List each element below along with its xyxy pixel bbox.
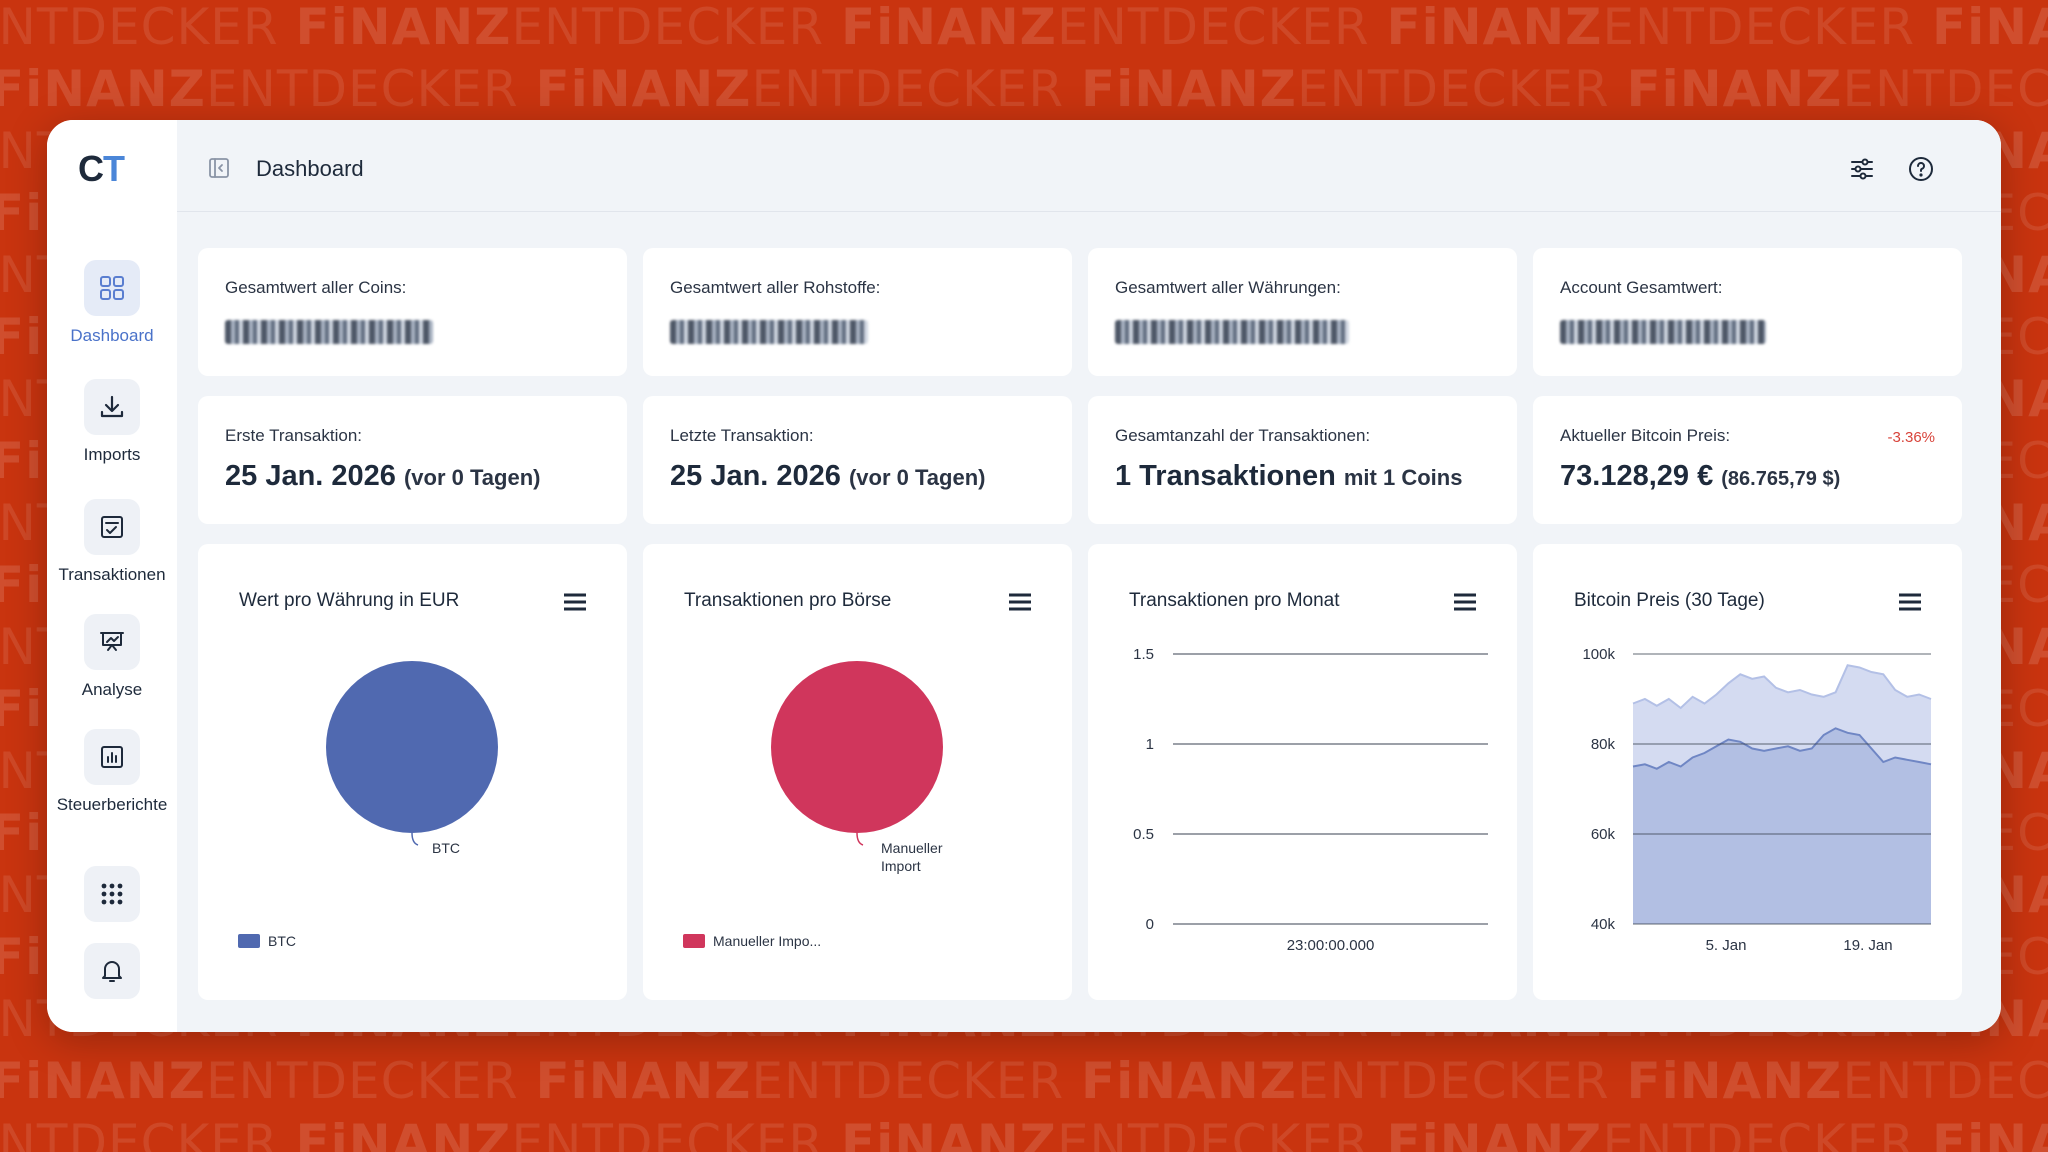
- chart-title: Wert pro Währung in EUR: [239, 590, 460, 611]
- stat-value: 25 Jan. 2026 (vor 0 Tagen): [670, 460, 986, 492]
- pie-data-label: Import: [881, 858, 921, 874]
- watermark-row: FiNANZENTDECKER FiNANZENTDECKER FiNANZEN…: [0, 0, 2048, 56]
- blurred-value: [1560, 320, 1766, 344]
- stat-card-first-transaction: Erste Transaktion: 25 Jan. 2026 (vor 0 T…: [198, 396, 627, 524]
- stat-card-last-transaction: Letzte Transaktion: 25 Jan. 2026 (vor 0 …: [643, 396, 1072, 524]
- hamburger-menu-icon[interactable]: [1898, 592, 1922, 612]
- chart-title: Transaktionen pro Börse: [684, 590, 892, 611]
- sidebar-item-steuerberichte[interactable]: Steuerberichte: [47, 729, 177, 815]
- legend-swatch: [683, 934, 705, 948]
- series-line: [1632, 664, 1932, 710]
- pie-chart: Manueller Import: [771, 661, 943, 874]
- chart-card-currency-value: Wert pro Währung in EUR BTC BTC: [198, 544, 627, 1000]
- main-content: Dashboard Gesamtwert aller Coins: Gesamt…: [177, 120, 2001, 1032]
- stat-card-waehrungen: Gesamtwert aller Währungen:: [1088, 248, 1517, 376]
- y-tick-label: 80k: [1591, 736, 1616, 753]
- sidebar-item-analyse[interactable]: Analyse: [47, 614, 177, 700]
- chart-card-transactions-per-month: Transaktionen pro Monat 1.5 1 0.5 0 23:00:00…: [1088, 544, 1517, 1000]
- chart-card-transactions-per-exchange: Transaktionen pro Börse Manueller Import …: [643, 544, 1072, 1000]
- price-change-badge: -3.36%: [1887, 429, 1935, 446]
- sidebar-item-transaktionen[interactable]: Transaktionen: [47, 499, 177, 585]
- x-tick-label: 5. Jan: [1706, 937, 1747, 954]
- hamburger-menu-icon[interactable]: [1008, 592, 1032, 612]
- watermark-row: FiNANZENTDECKER FiNANZENTDECKER FiNANZEN…: [0, 1052, 2048, 1110]
- sidebar-item-label: Transaktionen: [58, 565, 166, 584]
- stat-label: Letzte Transaktion:: [670, 426, 814, 445]
- grid-icon: [84, 260, 140, 316]
- page-title: Dashboard: [256, 156, 364, 181]
- pie-data-label: BTC: [432, 840, 460, 856]
- chart-title: Bitcoin Preis (30 Tage): [1574, 590, 1765, 611]
- x-tick-label: 19. Jan: [1843, 937, 1892, 954]
- y-tick-label: 1.5: [1133, 646, 1154, 663]
- chart-title: Transaktionen pro Monat: [1129, 590, 1340, 611]
- y-tick-label: 100k: [1582, 646, 1615, 663]
- area-series[interactable]: [1633, 728, 1931, 924]
- blurred-value: [670, 320, 868, 344]
- stat-card-coins: Gesamtwert aller Coins:: [198, 248, 627, 376]
- sidebar-item-notifications[interactable]: [47, 943, 177, 999]
- apps-icon: [84, 866, 140, 922]
- blurred-value: [1115, 320, 1349, 344]
- blurred-value: [225, 320, 433, 344]
- sidebar-item-dashboard[interactable]: Dashboard: [47, 260, 177, 346]
- line-chart: 1.5 1 0.5 0 23:00:00.000: [1133, 646, 1488, 954]
- sidebar-item-imports[interactable]: Imports: [47, 379, 177, 465]
- legend-item[interactable]: BTC: [238, 933, 296, 949]
- pie-slice[interactable]: [771, 661, 943, 833]
- download-icon: [84, 379, 140, 435]
- sidebar: CT Dashboard Imports: [47, 120, 177, 1032]
- stat-label: Account Gesamtwert:: [1560, 278, 1723, 297]
- sidebar-item-apps[interactable]: [47, 866, 177, 922]
- sidebar-collapse-icon[interactable]: [207, 156, 231, 180]
- app-logo[interactable]: CT: [78, 148, 125, 189]
- hamburger-menu-icon[interactable]: [563, 592, 587, 612]
- stat-value: 1 Transaktionen mit 1 Coins: [1115, 460, 1463, 492]
- hamburger-menu-icon[interactable]: [1453, 592, 1477, 612]
- y-tick-label: 0.5: [1133, 826, 1154, 843]
- bell-icon: [84, 943, 140, 999]
- checklist-icon: [84, 499, 140, 555]
- pie-data-label: Manueller: [881, 840, 943, 856]
- stat-label: Gesamtwert aller Coins:: [225, 278, 407, 297]
- y-tick-label: 0: [1146, 916, 1154, 933]
- y-tick-label: 40k: [1591, 916, 1616, 933]
- sidebar-item-label: Steuerberichte: [56, 795, 168, 814]
- app-window: CT Dashboard Imports: [47, 120, 2001, 1032]
- stat-label: Gesamtanzahl der Transaktionen:: [1115, 426, 1371, 445]
- stat-label: Erste Transaktion:: [225, 426, 363, 445]
- data-label-connector: [411, 832, 419, 846]
- stat-card-account-total: Account Gesamtwert:: [1533, 248, 1962, 376]
- data-label-connector: [856, 832, 864, 846]
- legend-item[interactable]: Manueller Impo...: [683, 933, 821, 949]
- watermark-row: FiNANZENTDECKER FiNANZENTDECKER FiNANZEN…: [0, 1114, 2048, 1152]
- watermark-row: FiNANZENTDECKER FiNANZENTDECKER FiNANZEN…: [0, 60, 2048, 118]
- stat-card-rohstoffe: Gesamtwert aller Rohstoffe:: [643, 248, 1072, 376]
- x-tick-label: 23:00:00.000: [1287, 937, 1375, 954]
- area-chart: 100k 80k 60k 40k 5. Jan 19. Jan: [1582, 646, 1932, 954]
- chart-card-bitcoin-price: Bitcoin Preis (30 Tage) 100k 80k 60k 40k 5. …: [1533, 544, 1962, 1000]
- stat-label: Aktueller Bitcoin Preis:: [1560, 426, 1731, 445]
- sidebar-item-label: Imports: [83, 445, 141, 464]
- sidebar-item-label: Dashboard: [70, 326, 154, 345]
- bar-chart-icon: [84, 729, 140, 785]
- pie-slice[interactable]: [326, 661, 498, 833]
- presentation-icon: [84, 614, 140, 670]
- series-line: [1632, 727, 1932, 770]
- stat-value: 25 Jan. 2026 (vor 0 Tagen): [225, 460, 541, 492]
- stat-label: Gesamtwert aller Währungen:: [1115, 278, 1341, 297]
- y-tick-label: 1: [1146, 736, 1154, 753]
- stat-label: Gesamtwert aller Rohstoffe:: [670, 278, 881, 297]
- stat-card-bitcoin-price: Aktueller Bitcoin Preis: -3.36% 73.128,2…: [1533, 396, 1962, 524]
- stat-value: 73.128,29 € (86.765,79 $): [1560, 460, 1841, 492]
- pie-chart: BTC: [326, 661, 498, 856]
- y-tick-label: 60k: [1591, 826, 1616, 843]
- sliders-icon[interactable]: [1848, 155, 1876, 183]
- help-icon[interactable]: [1907, 155, 1935, 183]
- stat-card-transaction-count: Gesamtanzahl der Transaktionen: 1 Transa…: [1088, 396, 1517, 524]
- legend-swatch: [238, 934, 260, 948]
- header-bar: Dashboard: [177, 120, 2001, 212]
- sidebar-item-label: Analyse: [81, 680, 143, 699]
